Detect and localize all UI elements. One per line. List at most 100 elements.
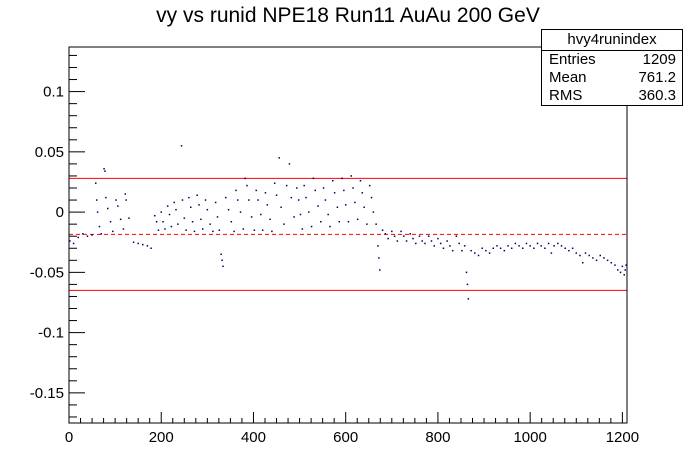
data-point [288, 163, 291, 165]
data-point [237, 199, 239, 201]
data-point [201, 228, 204, 230]
data-point [329, 225, 331, 228]
data-point [244, 177, 246, 180]
data-point [112, 230, 114, 233]
data-point [105, 196, 107, 199]
data-point [137, 242, 139, 245]
data-point [610, 261, 613, 264]
data-point [109, 220, 112, 223]
data-point [564, 247, 566, 250]
data-point [222, 265, 224, 268]
reference-lines [69, 177, 627, 291]
data-point [257, 199, 259, 201]
chart-title: vy vs runid NPE18 Run11 AuAu 200 GeV [156, 4, 540, 27]
data-point [424, 242, 426, 245]
axis-labels: 0 200 400 600 800 1000 1200 0.1 0.05 0 -0.05 -0.1 -0… [30, 84, 639, 446]
data-point [529, 245, 531, 247]
data-point [446, 240, 448, 242]
data-point [540, 245, 542, 247]
data-point [418, 235, 421, 237]
data-point [189, 206, 192, 209]
data-point [220, 253, 222, 256]
data-point [86, 235, 89, 237]
data-point [474, 252, 476, 254]
data-point [283, 223, 285, 225]
data-point [132, 241, 135, 243]
data-point [188, 196, 190, 199]
data-point [181, 199, 184, 201]
data-point [320, 220, 322, 223]
data-point [412, 237, 414, 240]
data-point [290, 196, 293, 199]
data-point [175, 208, 177, 211]
data-point [433, 245, 435, 247]
data-points [69, 145, 627, 300]
data-point [239, 211, 242, 213]
data-point [485, 249, 487, 252]
data-point [361, 192, 364, 194]
data-point [82, 233, 84, 235]
data-point [269, 218, 271, 221]
data-point [350, 175, 352, 177]
data-point [370, 196, 373, 199]
data-point [246, 184, 248, 187]
y-tick-label: 0.1 [43, 84, 64, 101]
data-point [185, 229, 187, 231]
data-point [98, 225, 101, 228]
data-point [253, 229, 256, 231]
data-point [100, 233, 103, 235]
data-point [69, 240, 71, 242]
data-point [375, 223, 377, 225]
data-point [384, 233, 387, 235]
data-point [317, 205, 319, 207]
data-point [481, 247, 483, 250]
data-point [427, 235, 430, 237]
data-point [595, 259, 598, 262]
rms-label: RMS [549, 87, 583, 104]
data-point [305, 196, 307, 199]
data-point [206, 208, 209, 211]
data-point [95, 199, 98, 201]
data-point [439, 242, 442, 245]
data-point [557, 242, 559, 245]
data-point [115, 199, 117, 201]
data-point [499, 247, 502, 250]
entries-label: Entries [549, 51, 596, 68]
data-point [157, 229, 160, 231]
stats-row-mean: Mean 761.2 [542, 69, 682, 87]
data-point [352, 187, 354, 189]
data-point [248, 199, 250, 201]
data-point [218, 229, 221, 231]
x-tick-label: 1000 [513, 429, 546, 446]
data-point [293, 216, 295, 218]
data-point [322, 187, 325, 189]
data-point [372, 211, 375, 213]
data-point [103, 167, 105, 170]
data-point [458, 242, 460, 245]
data-point [261, 229, 264, 231]
data-point [581, 261, 584, 264]
data-point [421, 240, 423, 242]
data-point [463, 245, 466, 247]
rms-value: 360.3 [638, 87, 676, 104]
data-point [560, 245, 563, 247]
data-point [299, 213, 302, 216]
data-point [368, 184, 371, 187]
data-point [271, 230, 273, 233]
data-point [106, 207, 109, 210]
data-point [280, 206, 282, 209]
data-point [233, 230, 235, 233]
data-point [617, 269, 619, 271]
data-point [571, 247, 574, 250]
plot-frame [68, 46, 628, 424]
data-point [409, 233, 412, 235]
data-point [124, 193, 127, 195]
data-point [225, 196, 227, 199]
data-point [170, 225, 173, 228]
y-tick-label: -0.1 [38, 325, 64, 342]
data-point [379, 269, 381, 271]
data-point [212, 230, 214, 233]
data-point [614, 264, 616, 266]
data-point [341, 177, 343, 180]
y-tick-label: 0.05 [35, 144, 64, 161]
